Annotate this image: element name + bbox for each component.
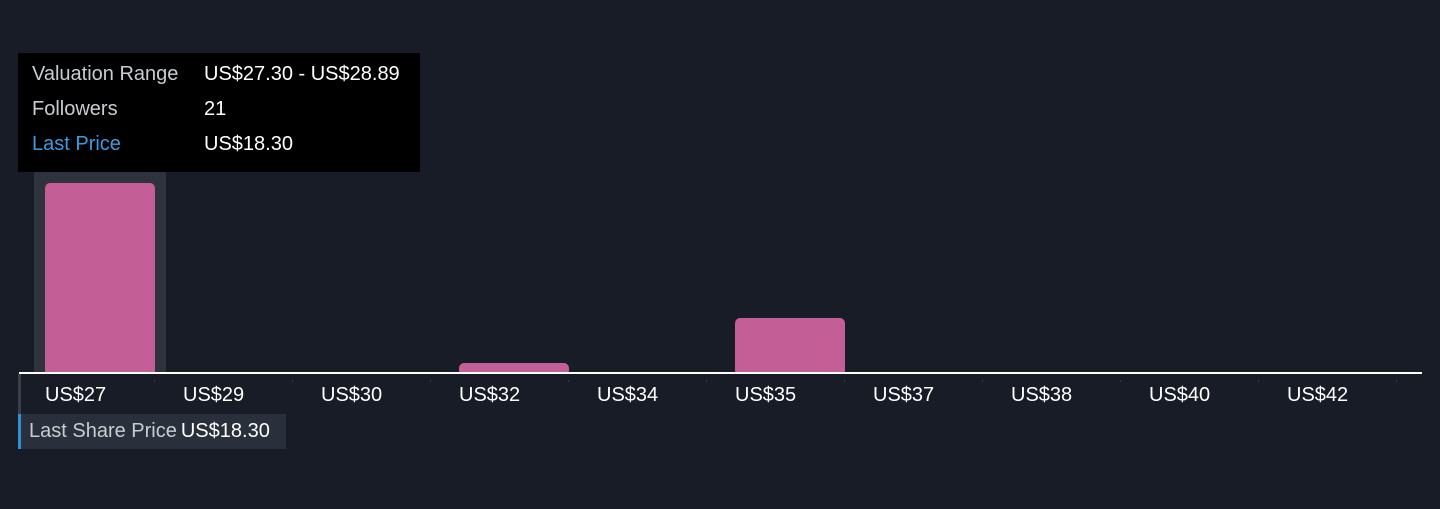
last-share-price-marker: Last Share Price US$18.30 <box>18 414 286 449</box>
bin-tick <box>844 380 845 382</box>
x-tick-label: US$27 <box>45 384 106 406</box>
bin-tick <box>1258 380 1259 382</box>
x-tick-label: US$29 <box>183 384 244 406</box>
x-tick-label: US$30 <box>321 384 382 406</box>
x-axis-line <box>19 372 1422 374</box>
bin-tick <box>982 380 983 382</box>
x-tick-label: US$34 <box>597 384 658 406</box>
bin-tick <box>1120 380 1121 382</box>
last-price-line <box>18 374 21 414</box>
x-tick-label: US$42 <box>1287 384 1348 406</box>
tooltip-value: US$27.30 - US$28.89 <box>204 63 400 85</box>
bar-US$27 <box>45 183 155 376</box>
bin-tick <box>430 380 431 382</box>
tooltip: Valuation Range US$27.30 - US$28.89 Foll… <box>18 53 420 172</box>
bin-tick <box>706 380 707 382</box>
bin-tick <box>154 380 155 382</box>
x-tick-label: US$32 <box>459 384 520 406</box>
x-tick-label: US$40 <box>1149 384 1210 406</box>
tooltip-label: Last Price <box>32 133 121 155</box>
x-tick-label: US$35 <box>735 384 796 406</box>
bin-tick <box>1396 380 1397 382</box>
tooltip-value: 21 <box>204 98 227 120</box>
x-tick-label: US$37 <box>873 384 934 406</box>
bin-tick <box>568 380 569 382</box>
tooltip-label: Valuation Range <box>32 63 179 85</box>
last-share-price-label: Last Share Price <box>29 420 177 442</box>
axis-mask <box>0 373 1440 379</box>
tooltip-label: Followers <box>32 98 118 120</box>
tooltip-value: US$18.30 <box>204 133 293 155</box>
bin-tick <box>292 380 293 382</box>
last-share-price-value: US$18.30 <box>180 420 270 442</box>
x-tick-label: US$38 <box>1011 384 1072 406</box>
bar-US$35 <box>735 318 845 376</box>
